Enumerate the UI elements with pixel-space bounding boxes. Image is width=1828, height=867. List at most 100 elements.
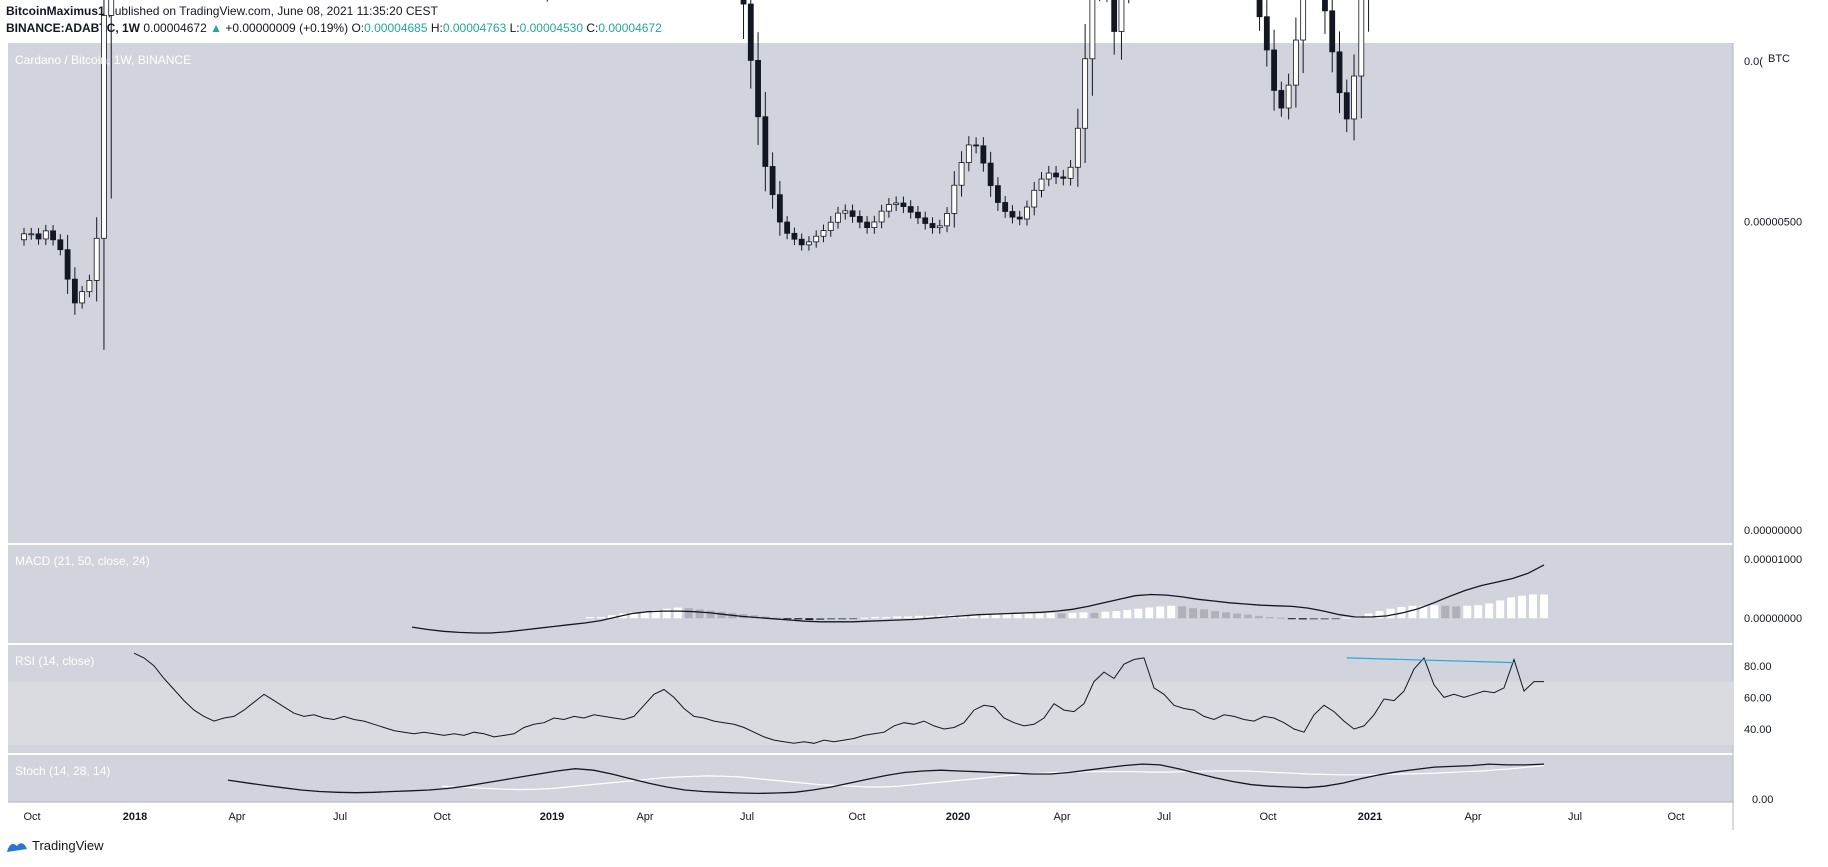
candle-body bbox=[1053, 172, 1059, 178]
candle-body bbox=[791, 232, 798, 240]
candle-body bbox=[762, 116, 769, 167]
macd-histogram-bar bbox=[1090, 612, 1099, 619]
macd-histogram-bar bbox=[1386, 608, 1395, 619]
macd-histogram-bar bbox=[893, 616, 902, 619]
candle-body bbox=[835, 212, 841, 223]
macd-histogram-bar bbox=[991, 614, 1000, 619]
candle-body bbox=[1045, 172, 1052, 180]
candle-body bbox=[747, 3, 754, 61]
candle-body bbox=[21, 233, 27, 241]
candle-body bbox=[57, 239, 64, 251]
macd-histogram-bar bbox=[761, 616, 770, 619]
macd-histogram-bar bbox=[1200, 609, 1209, 619]
rsi-band bbox=[8, 681, 1733, 745]
candle-body bbox=[1358, 0, 1365, 77]
candle-body bbox=[101, 15, 107, 239]
macd-histogram-bar bbox=[607, 615, 616, 619]
rsi-trendline bbox=[1346, 657, 1514, 664]
candle-body bbox=[973, 144, 980, 147]
macd-histogram-bar bbox=[772, 617, 781, 619]
macd-histogram-bar bbox=[1342, 617, 1351, 619]
macd-histogram-bar bbox=[706, 610, 715, 619]
candle-body bbox=[1285, 84, 1292, 109]
close-label: C: bbox=[586, 21, 599, 35]
price-axis-label: 0.00000000 bbox=[1744, 525, 1802, 537]
candle-body bbox=[1343, 92, 1350, 120]
macd-histogram-bar bbox=[1463, 605, 1472, 619]
macd-histogram-bar bbox=[925, 615, 934, 619]
candle-body bbox=[42, 230, 49, 240]
macd-histogram-bar bbox=[1134, 608, 1143, 619]
candle-body bbox=[856, 216, 863, 223]
candle-body bbox=[1082, 58, 1089, 129]
candle-body bbox=[1038, 178, 1045, 191]
candle-body bbox=[1271, 49, 1277, 91]
candle-body bbox=[1351, 75, 1357, 120]
open-value: 0.00004685 bbox=[364, 21, 428, 35]
time-axis-label: Jul bbox=[1157, 811, 1171, 823]
macd-histogram-bar bbox=[1254, 615, 1263, 619]
rsi-label: RSI (14, close) bbox=[15, 654, 94, 668]
macd-axis-label: 0.00000000 bbox=[1744, 613, 1802, 625]
macd-histogram-bar bbox=[651, 609, 660, 619]
macd-histogram-bar bbox=[1232, 613, 1241, 619]
candle-body bbox=[820, 230, 827, 237]
time-axis-label: 2021 bbox=[1358, 811, 1382, 823]
candle-body bbox=[929, 223, 936, 229]
candle-body bbox=[1292, 39, 1299, 86]
macd-histogram-bar bbox=[783, 618, 792, 620]
publisher-name[interactable]: BitcoinMaximus1 bbox=[6, 4, 105, 18]
candle-body bbox=[958, 162, 965, 186]
macd-histogram-bar bbox=[1309, 618, 1318, 620]
macd-histogram-bar bbox=[980, 614, 989, 619]
candle-body bbox=[922, 217, 929, 224]
time-axis-label: Oct bbox=[23, 811, 40, 823]
candle-body bbox=[987, 162, 994, 187]
macd-histogram-bar bbox=[882, 617, 891, 619]
macd-label: MACD (21, 50, close, 24) bbox=[15, 554, 150, 568]
rsi-axis-label: 60.00 bbox=[1744, 692, 1772, 704]
macd-histogram-bar bbox=[1112, 611, 1121, 619]
candle-body bbox=[900, 202, 907, 207]
candle-body bbox=[1002, 202, 1009, 212]
candle-body bbox=[1111, 0, 1118, 32]
published-text: published on TradingView.com, June 08, 2… bbox=[108, 4, 438, 18]
macd-histogram-bar bbox=[1035, 613, 1044, 619]
price-axis-label: 0.00000500 bbox=[1744, 217, 1802, 229]
macd-histogram-bar bbox=[1298, 618, 1307, 620]
time-axis-label: Oct bbox=[1259, 811, 1276, 823]
candle-body bbox=[936, 225, 943, 229]
candle-body bbox=[878, 210, 885, 223]
time-axis-label: Apr bbox=[228, 811, 245, 823]
macd-histogram-bar bbox=[640, 611, 649, 619]
rsi-axis-label: 40.00 bbox=[1744, 724, 1772, 736]
candle-body bbox=[893, 202, 900, 205]
macd-histogram-bar bbox=[1079, 612, 1088, 619]
candle-body bbox=[1300, 0, 1307, 41]
candle-body bbox=[871, 221, 878, 229]
candle-body bbox=[1009, 211, 1016, 218]
macd-histogram-bar bbox=[969, 615, 978, 619]
candle-body bbox=[1060, 176, 1067, 179]
time-axis-label: Jul bbox=[1568, 811, 1582, 823]
macd-histogram-bar bbox=[1265, 617, 1274, 619]
macd-histogram-bar bbox=[1452, 606, 1461, 619]
candle-body bbox=[1089, 0, 1096, 60]
time-axis-label: 2018 bbox=[123, 811, 147, 823]
macd-histogram-bar bbox=[1331, 618, 1340, 620]
candle-body bbox=[806, 241, 812, 246]
rsi-line bbox=[133, 652, 1544, 744]
pane-bg-0 bbox=[8, 43, 1733, 544]
tradingview-footer[interactable]: TradingView bbox=[6, 838, 104, 853]
candle-body bbox=[842, 210, 849, 214]
candle-body bbox=[1278, 90, 1285, 109]
macd-histogram-bar bbox=[1364, 613, 1373, 619]
macd-histogram-bar bbox=[860, 617, 869, 619]
macd-histogram-bar bbox=[662, 608, 671, 619]
price-axis-top-label: 0.0( bbox=[1744, 56, 1763, 68]
candle-body bbox=[93, 237, 100, 281]
macd-histogram-bar bbox=[1167, 605, 1176, 619]
candle-body bbox=[1263, 16, 1270, 51]
candle-body bbox=[769, 166, 776, 196]
